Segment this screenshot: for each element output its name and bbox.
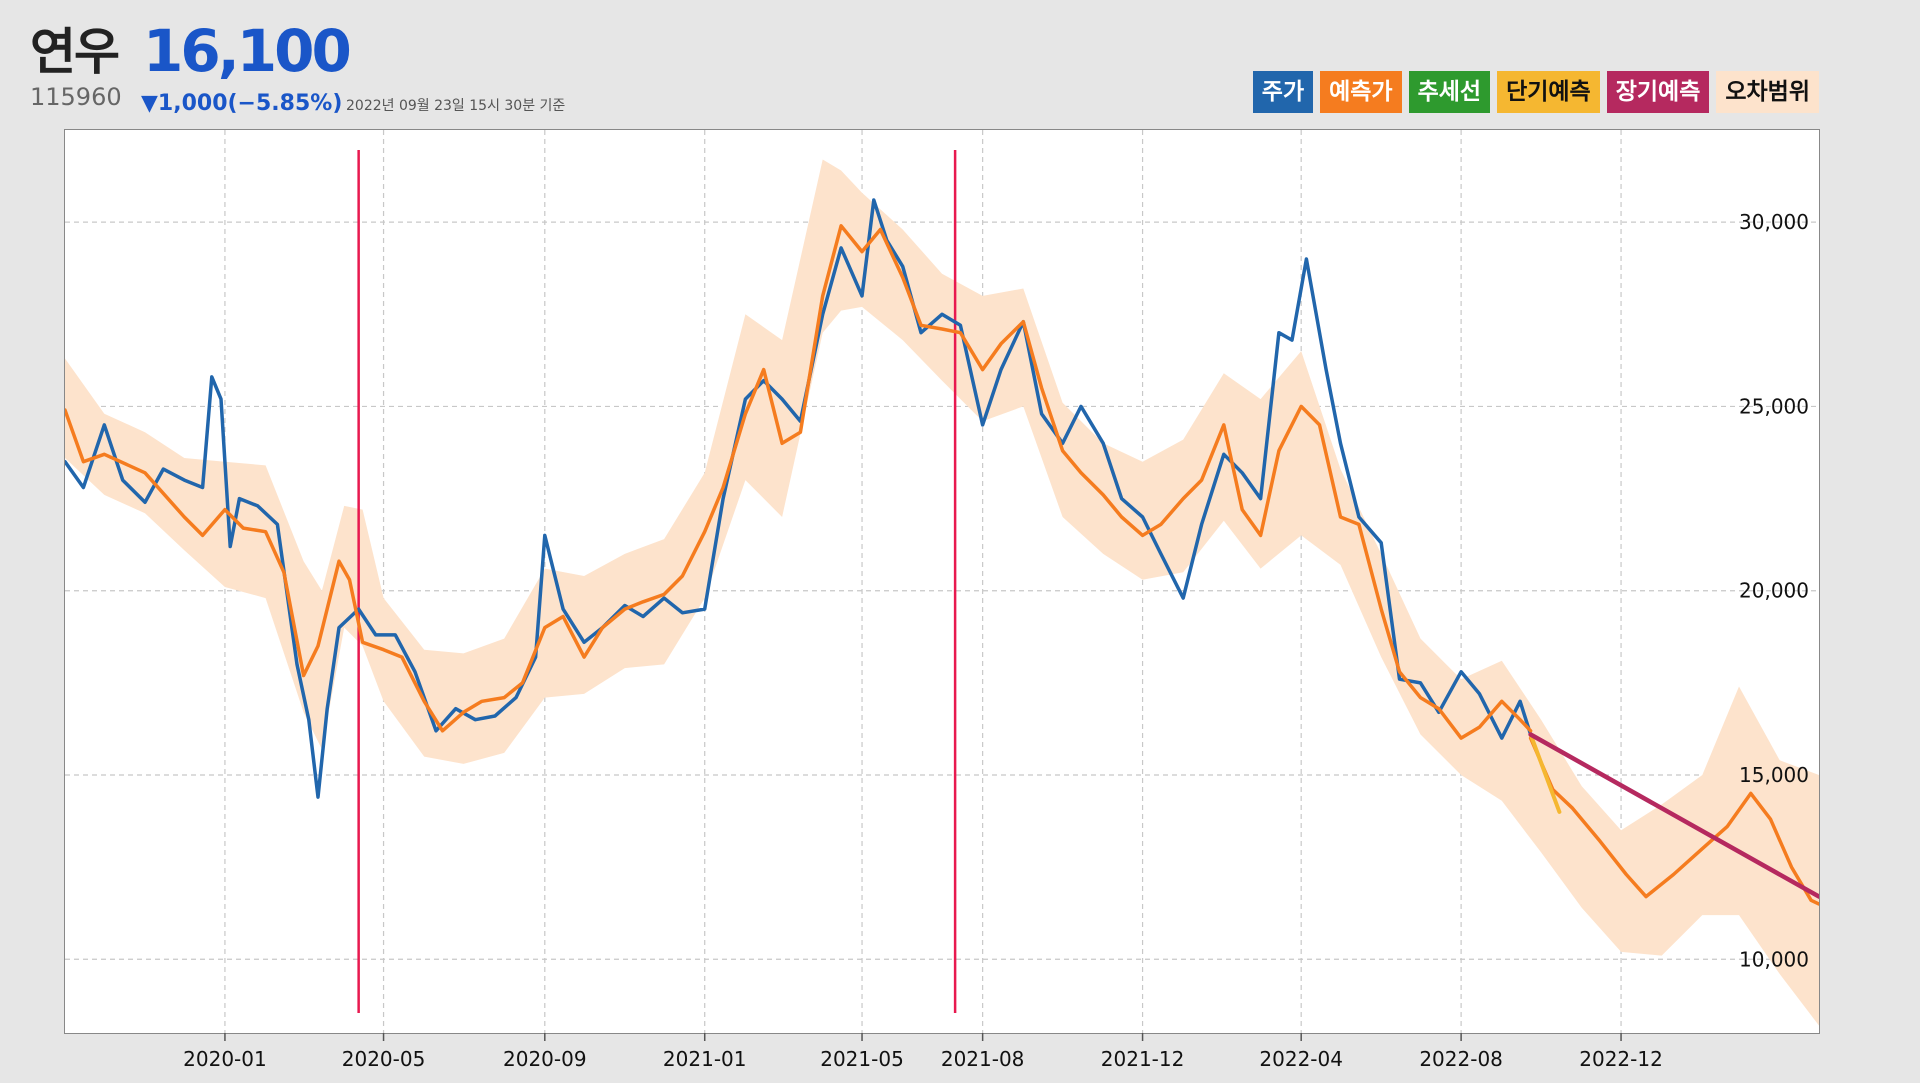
x-tick-label: 2021-05 — [820, 1047, 904, 1071]
legend-error-band[interactable]: 오차범위 — [1716, 71, 1819, 113]
legend-short-term[interactable]: 단기예측 — [1497, 71, 1600, 113]
chart-panel: 2020-01 2020-05 2020-09 2021-01 2021-05 2021-… — [64, 129, 1820, 1071]
stock-price: 16,100 — [143, 17, 352, 85]
y-axis-ticks: 10,000 15,000 20,000 25,000 30,000 — [1739, 210, 1809, 971]
error-band-layer — [65, 159, 1819, 1026]
x-tick-label: 2022-04 — [1259, 1047, 1343, 1071]
x-axis-ticks: 2020-01 2020-05 2020-09 2021-01 2021-05 2021-… — [183, 1033, 1663, 1071]
y-tick-label: 10,000 — [1739, 947, 1809, 971]
chart-svg: 2020-01 2020-05 2020-09 2021-01 2021-05 2021-… — [65, 130, 1819, 1071]
price-change: ▼1,000(−5.85%) — [141, 91, 343, 116]
x-tick-label: 2020-05 — [342, 1047, 426, 1071]
stock-name: 연우 — [30, 23, 120, 81]
x-tick-label: 2021-12 — [1101, 1047, 1185, 1071]
y-tick-label: 15,000 — [1739, 763, 1809, 787]
y-tick-label: 25,000 — [1739, 394, 1809, 418]
x-tick-label: 2020-01 — [183, 1047, 267, 1071]
x-tick-label: 2021-01 — [663, 1047, 747, 1071]
x-tick-label: 2022-12 — [1579, 1047, 1663, 1071]
x-tick-label: 2021-08 — [941, 1047, 1025, 1071]
y-tick-label: 20,000 — [1739, 579, 1809, 603]
predicted-forecast-line — [1528, 736, 1819, 906]
x-tick-label: 2022-08 — [1419, 1047, 1503, 1071]
predicted-line — [65, 224, 1533, 740]
long-term-forecast-line — [1528, 732, 1819, 899]
series-layer — [65, 198, 1819, 906]
y-tick-label: 30,000 — [1739, 210, 1809, 234]
legend-predicted[interactable]: 예측가 — [1320, 71, 1402, 113]
error-band — [65, 159, 1819, 1026]
legend-long-term[interactable]: 장기예측 — [1606, 71, 1710, 113]
x-tick-label: 2020-09 — [503, 1047, 587, 1071]
event-lines-layer — [357, 150, 957, 1013]
chart-legend: 주가 예측가 추세선 단기예측 장기예측 오차범위 — [1252, 71, 1819, 113]
short-term-forecast-line — [1528, 732, 1562, 814]
legend-trendline[interactable]: 추세선 — [1408, 71, 1491, 113]
legend-price[interactable]: 주가 — [1252, 71, 1314, 113]
timestamp: 2022년 09월 23일 15시 30분 기준 — [346, 98, 566, 114]
stock-code: 115960 — [30, 83, 122, 111]
